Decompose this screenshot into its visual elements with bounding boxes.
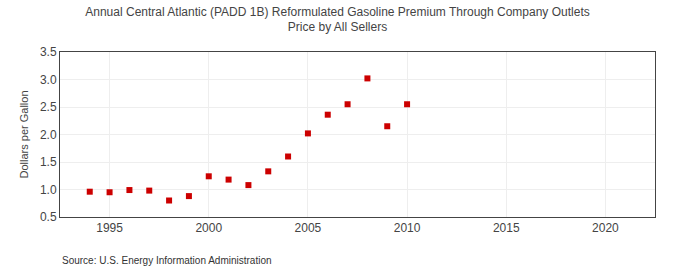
svg-text:2010: 2010 [394,221,421,235]
svg-text:0.5: 0.5 [40,210,57,224]
svg-text:1.0: 1.0 [40,183,57,197]
svg-text:2.0: 2.0 [40,128,57,142]
svg-text:2005: 2005 [295,221,322,235]
svg-text:Source: U.S. Energy Informatio: Source: U.S. Energy Information Administ… [62,255,272,266]
svg-text:1.5: 1.5 [40,155,57,169]
svg-text:3.0: 3.0 [40,73,57,87]
svg-text:3.5: 3.5 [40,45,57,59]
svg-text:2015: 2015 [493,221,520,235]
svg-text:1995: 1995 [96,221,123,235]
svg-text:2.5: 2.5 [40,100,57,114]
svg-text:Annual Central Atlantic (PADD: Annual Central Atlantic (PADD 1B) Reform… [85,5,589,35]
svg-text:Dollars per Gallon: Dollars per Gallon [18,90,30,178]
svg-text:2000: 2000 [195,221,222,235]
svg-text:2020: 2020 [592,221,619,235]
